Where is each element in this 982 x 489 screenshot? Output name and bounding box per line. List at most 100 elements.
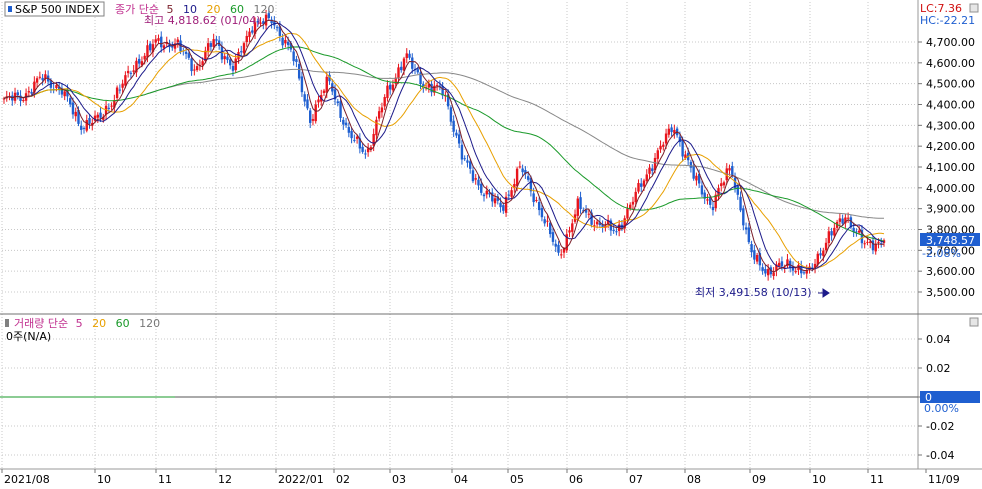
volume-value-label: 0주(N/A) <box>6 330 51 343</box>
candle-body <box>118 89 122 91</box>
candle-body <box>364 153 367 155</box>
candle-body <box>827 231 831 244</box>
x-tick-label: 12 <box>218 473 232 486</box>
symbol-box[interactable] <box>4 1 105 17</box>
candle-body <box>689 161 693 168</box>
candle-body <box>234 58 237 71</box>
candle-body <box>637 183 640 192</box>
candle-body <box>593 225 596 227</box>
candle-body <box>634 191 637 203</box>
candle-body <box>700 185 704 195</box>
candle-body <box>805 270 808 274</box>
vol-ma20-legend: 20 <box>92 317 106 330</box>
volume-panel-close-button[interactable] <box>969 317 979 327</box>
candle-body <box>154 39 157 43</box>
candle-body <box>441 85 444 96</box>
candle-body <box>361 146 364 152</box>
candle-body <box>245 35 248 43</box>
candle-body <box>866 241 869 243</box>
candle-body <box>35 78 39 83</box>
candle-body <box>562 248 566 253</box>
candle-body <box>469 161 472 169</box>
ma120-line <box>141 68 884 219</box>
candle-body <box>377 111 381 119</box>
candle-body <box>791 266 795 271</box>
candle-body <box>96 114 99 118</box>
x-tick-label: 02 <box>336 473 350 486</box>
candle-body <box>838 218 842 222</box>
candle-body <box>460 144 464 160</box>
candle-body <box>733 177 737 188</box>
ma60-legend: 60 <box>230 3 244 16</box>
candle-body <box>350 130 353 139</box>
candle-body <box>857 230 861 233</box>
candle-body <box>510 190 513 197</box>
x-tick-label: 07 <box>629 473 643 486</box>
candle-body <box>819 253 822 256</box>
candle-body <box>195 66 199 71</box>
candle-body <box>262 21 265 24</box>
candle-body <box>504 196 508 213</box>
candle-body <box>626 208 629 219</box>
candle-body <box>253 22 257 34</box>
candle-body <box>2 98 6 100</box>
x-tick-label: 10 <box>97 473 111 486</box>
candle-body <box>852 227 855 233</box>
y-tick-label: 4,700.00 <box>926 36 975 49</box>
price-panel-close-button[interactable] <box>969 3 979 13</box>
candle-body <box>165 41 168 45</box>
candle-body <box>240 51 243 53</box>
ma10-line <box>3 22 885 270</box>
candle-body <box>860 229 864 244</box>
candle-body <box>264 14 268 26</box>
candle-body <box>731 166 734 176</box>
candle-body <box>259 22 262 24</box>
volume-y-tick-label: 0.04 <box>926 333 951 346</box>
symbol-marker-icon <box>8 6 12 12</box>
candle-body <box>124 75 127 86</box>
candle-body <box>882 240 886 243</box>
candle-body <box>102 116 105 120</box>
candle-body <box>129 72 133 74</box>
candle-body <box>38 76 42 78</box>
x-tick-label: 11/09 <box>928 473 960 486</box>
y-axis: 4,700.00 4,600.00 4,500.00 4,400.00 4,300.00… <box>918 36 975 299</box>
candle-body <box>678 136 682 143</box>
high-label: 최고 4,818.62 (01/04) <box>144 14 261 27</box>
candle-body <box>766 269 770 276</box>
x-tick-label: 2021/08 <box>4 473 50 486</box>
candle-body <box>849 217 853 228</box>
candle-body <box>651 168 654 172</box>
candle-body <box>60 87 64 95</box>
candle-body <box>16 92 19 96</box>
candle-body <box>543 219 546 224</box>
candle-body <box>822 250 825 256</box>
candle-body <box>126 70 130 74</box>
candle-body <box>201 61 204 66</box>
candle-body <box>455 132 458 136</box>
candle-body <box>579 197 582 209</box>
ma5-legend: 5 <box>166 3 173 16</box>
y-tick-label: 3,500.00 <box>926 286 975 299</box>
low-annotation: 최저 3,491.58 (10/13) <box>695 286 812 299</box>
candle-body <box>140 61 144 66</box>
candle-body <box>629 204 632 209</box>
candle-body <box>560 254 563 256</box>
x-tick-label: 04 <box>454 473 468 486</box>
candle-body <box>339 101 342 118</box>
candle-body <box>355 136 359 139</box>
moving-averages <box>3 19 885 273</box>
candle-body <box>270 19 273 24</box>
candle-body <box>601 224 604 228</box>
candle-body <box>551 232 555 242</box>
candle-body <box>571 223 574 232</box>
candle-body <box>681 140 684 157</box>
candle-body <box>173 43 177 49</box>
candle-body <box>711 206 715 211</box>
candle-body <box>30 91 33 94</box>
candle-body <box>157 38 160 41</box>
candle-body <box>670 127 673 133</box>
candle-body <box>402 58 406 71</box>
candle-body <box>667 128 671 135</box>
